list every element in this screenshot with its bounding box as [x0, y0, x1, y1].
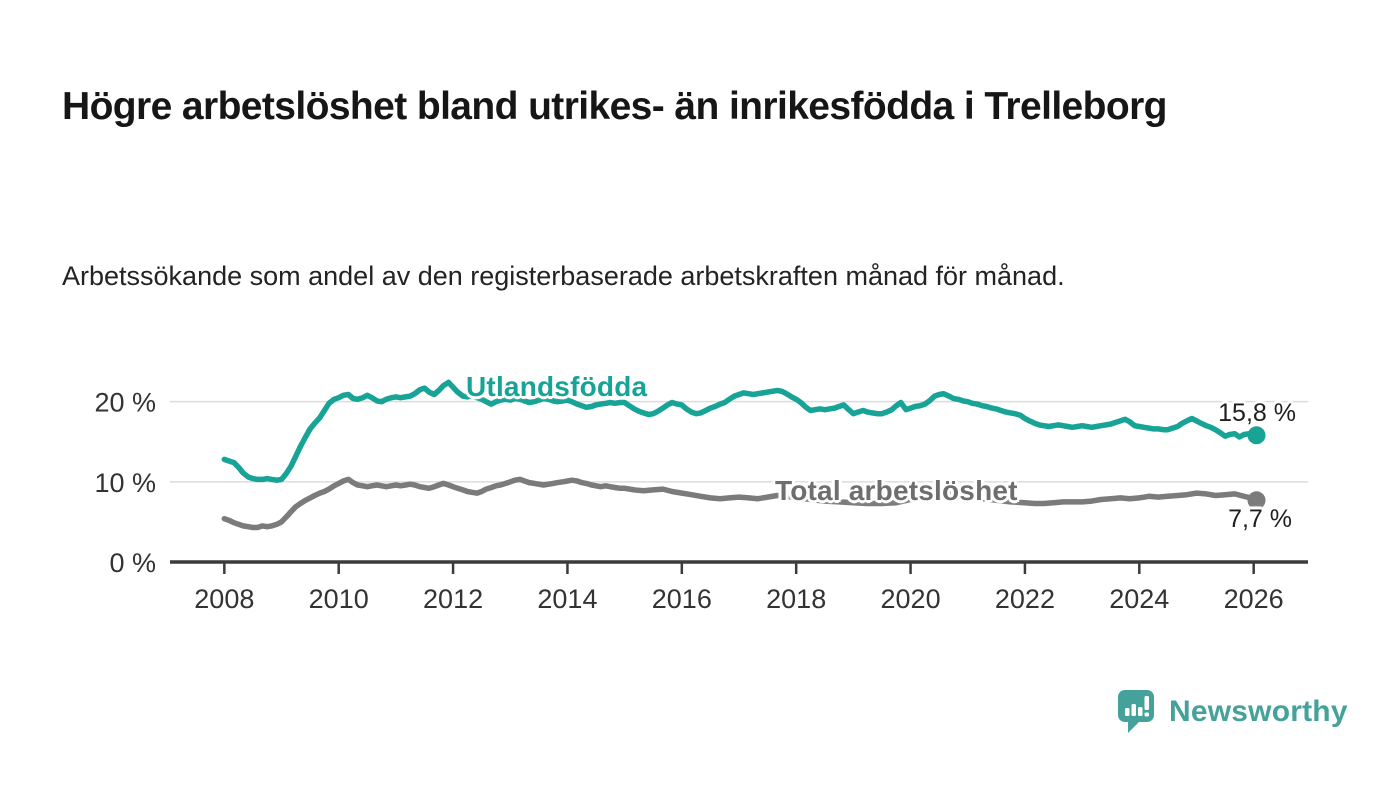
x-tick-label-2012: 2012 [423, 584, 483, 614]
series-label-utlandsfodda: Utlandsfödda [466, 371, 648, 402]
x-tick-label-2020: 2020 [881, 584, 941, 614]
newsworthy-branding: Newsworthy [1118, 688, 1348, 734]
series-end-dot-0 [1247, 426, 1266, 445]
x-tick-label-2016: 2016 [652, 584, 712, 614]
x-tick-label-2018: 2018 [766, 584, 826, 614]
series-end-dot-1 [1247, 491, 1266, 510]
end-value-label-utlandsfodda: 15,8 % [1218, 399, 1296, 427]
x-tick-label-2010: 2010 [309, 584, 369, 614]
newsworthy-logo-text: Newsworthy [1169, 694, 1348, 728]
x-tick-label-2014: 2014 [537, 584, 597, 614]
y-tick-label-0: 0 % [109, 548, 156, 578]
series-line-1 [221, 476, 1260, 531]
x-tick-label-2008: 2008 [194, 584, 254, 614]
end-value-label-total: 7,7 % [1228, 505, 1292, 533]
y-tick-label-20: 20 % [94, 388, 156, 418]
series-label-total-arbetsloshet: Total arbetslöshet [775, 475, 1018, 506]
x-tick-label-2026: 2026 [1224, 584, 1284, 614]
x-tick-label-2024: 2024 [1109, 584, 1169, 614]
x-tick-label-2022: 2022 [995, 584, 1055, 614]
series-line-0 [221, 379, 1260, 483]
page-subtitle: Arbetssökande som andel av den registerb… [62, 261, 1065, 291]
page-title: Högre arbetslöshet bland utrikes- än inr… [62, 85, 1167, 129]
newsworthy-logo-icon [1118, 690, 1154, 733]
y-tick-label-10: 10 % [94, 468, 156, 498]
